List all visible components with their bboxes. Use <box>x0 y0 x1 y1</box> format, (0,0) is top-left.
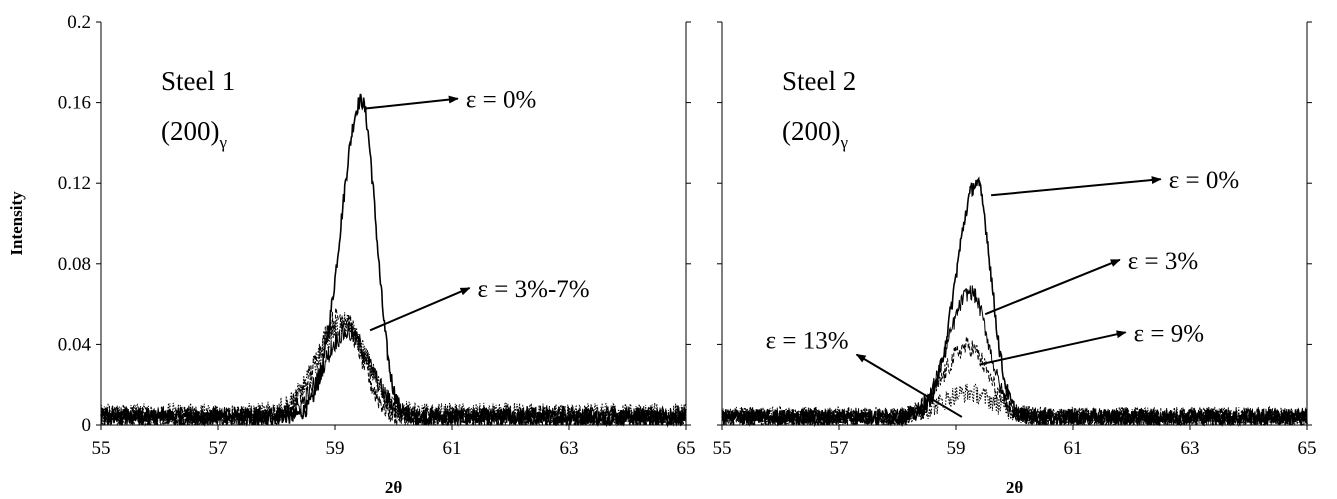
y-tick-label: 0.2 <box>67 12 91 33</box>
x-tick-label: 57 <box>830 438 849 459</box>
annotation-label: ε = 9% <box>1134 320 1204 347</box>
annotation-arrow <box>979 330 1127 366</box>
panel-label-steel: Steel 1 <box>161 66 235 96</box>
x-tick-label: 57 <box>209 438 228 459</box>
x-tick-label: 55 <box>713 438 732 459</box>
series-line <box>721 383 1308 427</box>
annotation-label: ε = 13% <box>766 327 849 354</box>
panel-steel-2: 55 57 59 61 63 65 2θ Steel 2 (200)γ ε = 0% ε = 3% ε… <box>713 21 1317 497</box>
x-tick-label: 59 <box>326 438 345 459</box>
x-tick-label: 59 <box>947 438 966 459</box>
panel-label-plane: (200)γ <box>782 116 848 152</box>
series-line <box>100 312 687 427</box>
y-tick-label: 0.16 <box>58 93 91 114</box>
panel-steel-1: 0 0.04 0.08 0.12 0.16 0.2 55 57 59 61 63 65 2θ Intens… <box>7 12 696 497</box>
y-tick-label: 0 <box>82 415 92 436</box>
annotation-arrow <box>364 95 459 110</box>
series-line <box>100 323 687 427</box>
annotation-label: ε = 3%-7% <box>478 276 590 303</box>
y-tick-label: 0.08 <box>58 254 91 275</box>
annotation-arrow <box>855 353 963 418</box>
annotation-arrow <box>991 176 1162 197</box>
x-tick-label: 61 <box>1064 438 1083 459</box>
annotation-label: ε = 3% <box>1128 248 1198 275</box>
annotation-label: ε = 0% <box>1169 167 1239 194</box>
y-tick-label: 0.12 <box>58 173 91 194</box>
x-tick-label: 61 <box>443 438 462 459</box>
y-axis-title: Intensity <box>7 191 26 256</box>
y-tick-label: 0.04 <box>58 334 92 355</box>
x-tick-label: 63 <box>1181 438 1200 459</box>
panel-label-steel: Steel 2 <box>782 66 856 96</box>
x-tick-label: 63 <box>560 438 579 459</box>
annotation-arrow <box>984 258 1121 316</box>
panel-label-plane: (200)γ <box>161 116 227 152</box>
annotation-arrow <box>369 287 471 332</box>
x-tick-label: 65 <box>677 438 696 459</box>
x-axis-title: 2θ <box>385 478 403 497</box>
x-tick-label: 55 <box>92 438 111 459</box>
x-axis-title: 2θ <box>1006 478 1024 497</box>
annotation-label: ε = 0% <box>466 87 536 114</box>
x-tick-label: 65 <box>1298 438 1317 459</box>
